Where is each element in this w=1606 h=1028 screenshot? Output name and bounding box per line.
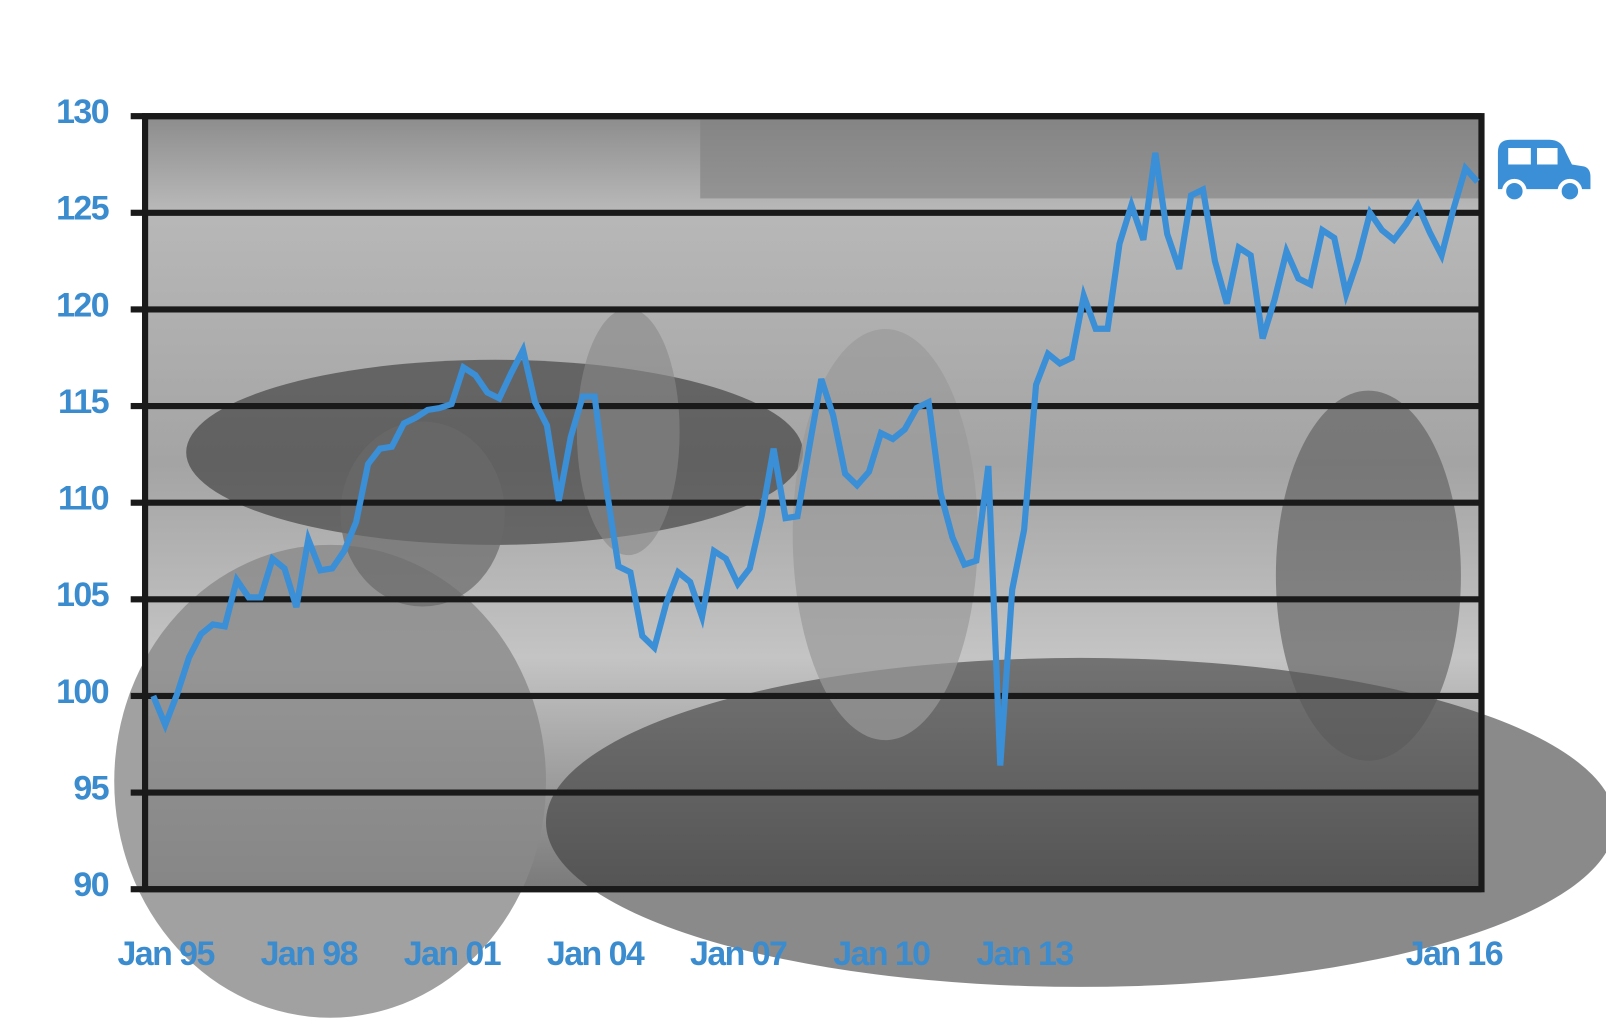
marks: [150, 152, 1480, 766]
y-tick-label: 95: [73, 769, 108, 807]
plot-frame: [141, 113, 1485, 893]
x-tick-label: Jan 16: [1406, 935, 1503, 973]
y-tick-label: 130: [56, 93, 109, 131]
y-tick-label: 120: [56, 286, 109, 324]
x-tick-label: Jan 10: [833, 935, 930, 973]
y-tick-label: 125: [56, 190, 109, 228]
y-tick-label: 110: [58, 480, 109, 518]
y-tick-label: 100: [56, 673, 109, 711]
x-tick-label: Jan 98: [261, 935, 358, 973]
x-tick-label: Jan 07: [690, 935, 787, 973]
x-tick-label: Jan 04: [547, 935, 645, 973]
background-photo: [114, 116, 1606, 1018]
car-icon: [1497, 139, 1591, 204]
x-tick-label: Jan 95: [117, 935, 214, 973]
y-tick-label: 90: [73, 866, 108, 904]
y-tick-label: 105: [56, 576, 109, 614]
x-tick-label: Jan 01: [404, 935, 501, 973]
x-tick-label: Jan 13: [976, 935, 1073, 973]
data-line: [150, 152, 1480, 766]
y-tick-label: 115: [58, 383, 109, 421]
